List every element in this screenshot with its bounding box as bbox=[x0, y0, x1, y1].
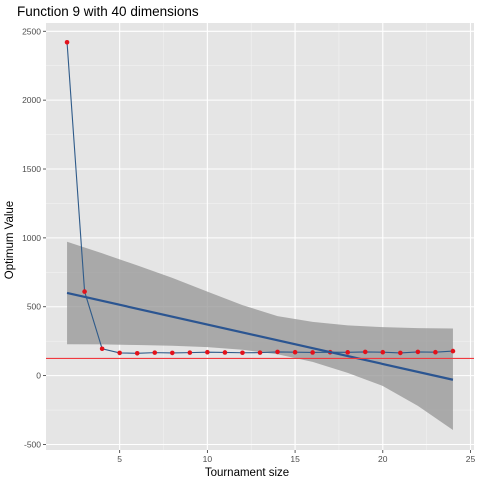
series-layer bbox=[64, 39, 456, 356]
data-point bbox=[152, 350, 158, 355]
x-tick-label: 10 bbox=[203, 454, 213, 464]
x-tick-label: 15 bbox=[290, 454, 300, 464]
data-point bbox=[275, 349, 280, 355]
data-point bbox=[117, 350, 122, 356]
y-axis-title: Optimum Value bbox=[4, 201, 16, 279]
data-point bbox=[380, 349, 386, 355]
y-tick-label: 1000 bbox=[22, 233, 41, 243]
data-point bbox=[450, 348, 456, 354]
data-point bbox=[240, 350, 245, 356]
data-point bbox=[362, 349, 368, 355]
chart-title: Function 9 with 40 dimensions bbox=[17, 4, 199, 19]
data-point bbox=[222, 350, 228, 355]
x-tick-label: 5 bbox=[117, 454, 122, 464]
overlay-layer bbox=[46, 291, 474, 381]
x-tick-label: 25 bbox=[466, 454, 476, 464]
data-point bbox=[64, 39, 70, 45]
data-point bbox=[292, 349, 298, 355]
y-tick-label: 2000 bbox=[22, 95, 41, 105]
data-point bbox=[433, 349, 438, 355]
data-point bbox=[82, 289, 87, 294]
trend-line bbox=[66, 291, 454, 381]
data-point bbox=[187, 350, 193, 355]
data-point bbox=[169, 350, 175, 356]
y-tick-label: 1500 bbox=[22, 164, 41, 174]
x-axis-ticks: 5 10 15 20 25 bbox=[117, 450, 475, 464]
y-axis-ticks: -500 0 500 1000 1500 2000 2500 bbox=[22, 26, 46, 449]
data-point bbox=[310, 350, 315, 355]
y-tick-label: 0 bbox=[36, 371, 41, 381]
data-point bbox=[134, 351, 140, 356]
data-point bbox=[415, 349, 421, 355]
y-tick-label: 2500 bbox=[22, 26, 41, 36]
y-tick-label: 500 bbox=[27, 302, 41, 312]
data-point bbox=[205, 349, 210, 355]
x-tick-label: 20 bbox=[378, 454, 388, 464]
y-tick-label: -500 bbox=[24, 439, 41, 449]
grid bbox=[46, 23, 474, 450]
data-point bbox=[345, 350, 351, 355]
data-point bbox=[398, 350, 403, 356]
x-axis-title: Tournament size bbox=[205, 467, 289, 479]
data-point bbox=[99, 346, 105, 352]
data-point bbox=[257, 350, 263, 355]
